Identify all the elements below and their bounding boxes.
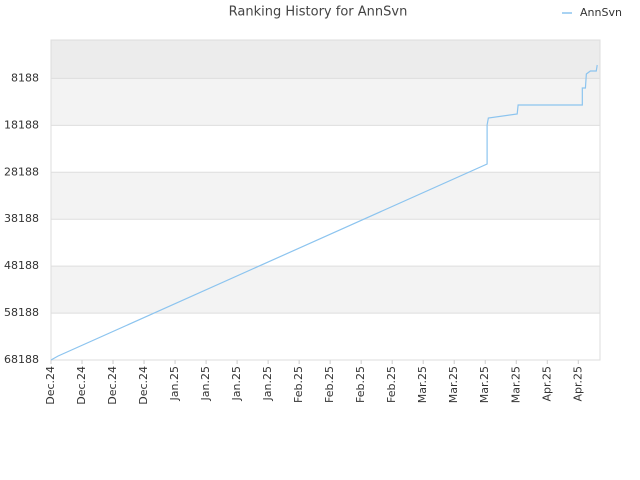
x-tick-label: Feb.25 [385, 366, 398, 403]
x-tick-label: Dec.24 [44, 366, 57, 405]
x-tick-label: Dec.24 [106, 366, 119, 405]
line [50, 64, 598, 361]
x-tick-label: Mar.25 [509, 366, 522, 403]
chart-title: Ranking History for AnnSvn [229, 5, 408, 20]
band [51, 266, 600, 313]
x-tick-label: Feb.25 [354, 366, 367, 403]
x-tick-label: Mar.25 [478, 366, 491, 403]
x-tick-label: Mar.25 [416, 366, 429, 403]
y-tick-label: 48188 [4, 259, 39, 272]
x-tick-label: Jan.25 [261, 366, 274, 401]
y-tick-label: 18188 [4, 118, 39, 131]
y-tick-label: 58188 [4, 306, 39, 319]
legend-label: AnnSvn [580, 6, 622, 19]
x-tick-label: Jan.25 [230, 366, 243, 401]
x-tick-label: Apr.25 [571, 366, 584, 402]
x-tick-label: Jan.25 [168, 366, 181, 401]
y-tick-label: 68188 [4, 353, 39, 366]
x-tick-label: Mar.25 [447, 366, 460, 403]
y-tick-label: 8188 [11, 71, 39, 84]
x-tick-label: Jan.25 [199, 366, 212, 401]
x-tick-label: Dec.24 [75, 366, 88, 405]
band [51, 40, 600, 78]
band [51, 78, 600, 125]
x-tick-label: Dec.24 [137, 366, 150, 405]
x-tick-label: Feb.25 [292, 366, 305, 403]
y-tick-label: 28188 [4, 165, 39, 178]
band [51, 172, 600, 219]
x-tick-label: Feb.25 [323, 366, 336, 403]
y-tick-label: 38188 [4, 212, 39, 225]
x-tick-label: Apr.25 [540, 366, 553, 402]
